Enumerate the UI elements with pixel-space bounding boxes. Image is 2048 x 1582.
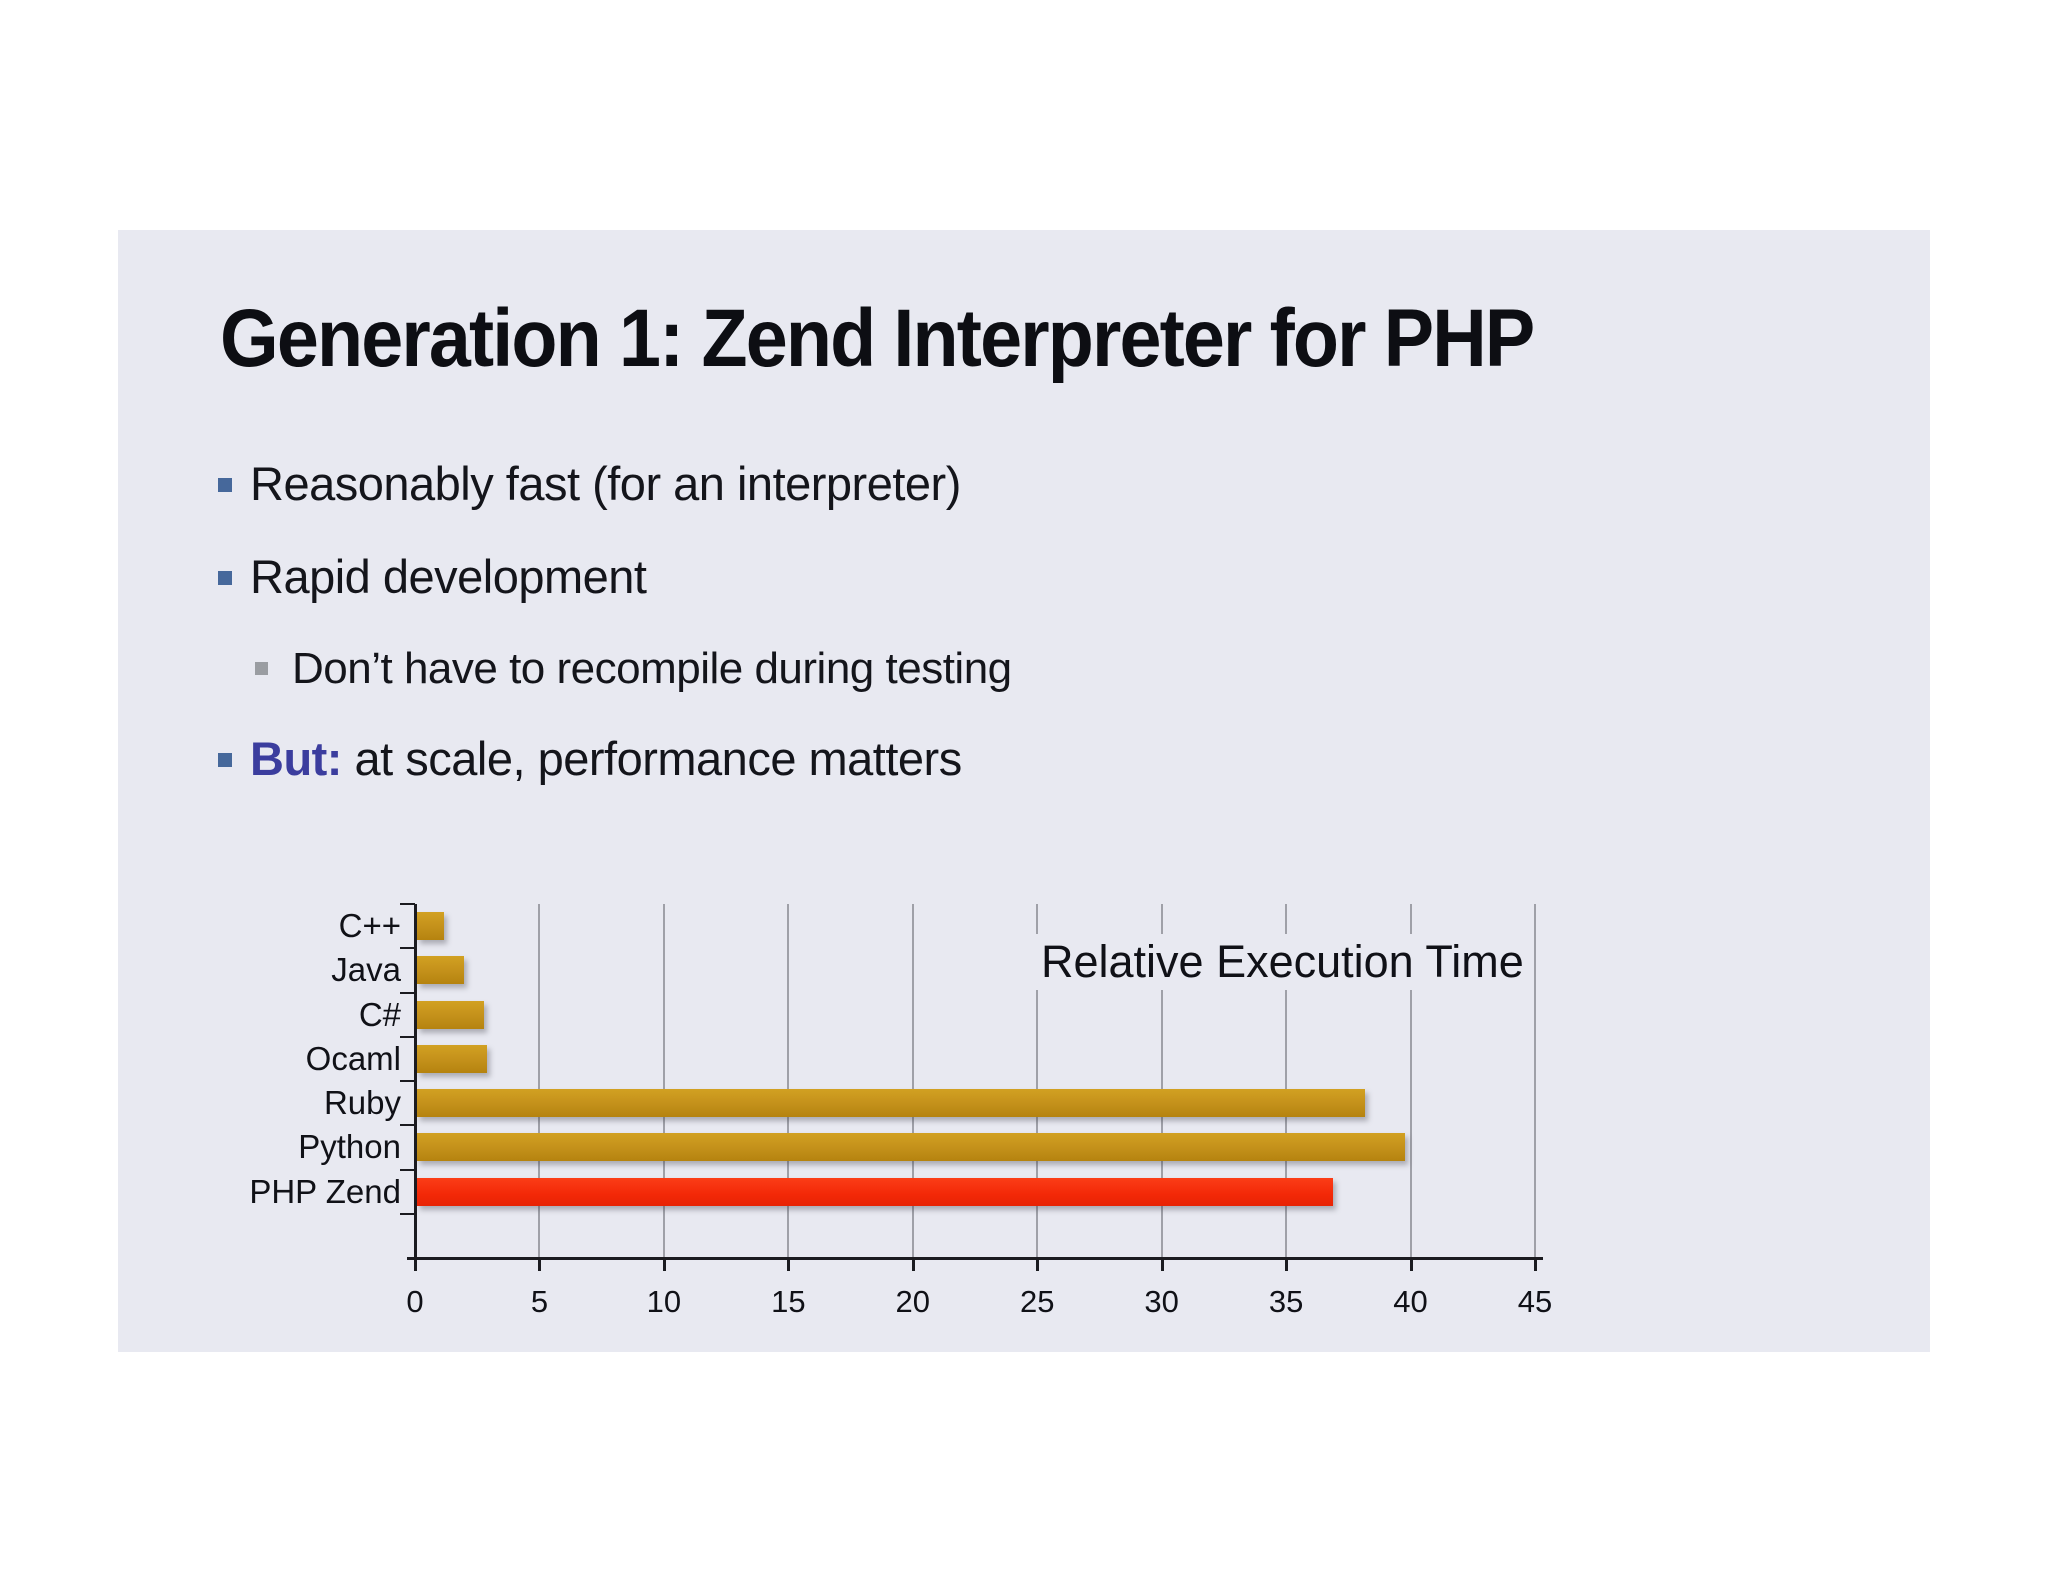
gridline	[538, 904, 541, 1258]
gridline	[1409, 904, 1412, 1258]
bullet-list: Reasonably fast (for an interpreter) Rapi…	[118, 230, 1930, 1352]
chart-plot-area: 0 5 10 15 20 25 30 35 40 45 C++ Java C# Ocaml Ruby Pyth…	[249, 903, 1552, 1319]
bullet-item: But: at scale, performance matters	[218, 730, 962, 788]
x-axis-tick	[1036, 1258, 1040, 1271]
x-axis-tick	[662, 1258, 666, 1271]
bar-c-	[417, 1000, 485, 1029]
gridline	[1160, 904, 1163, 1258]
x-axis-tick-label: 35	[1268, 1284, 1304, 1319]
gridline	[1534, 904, 1536, 1258]
bullet-text: Don’t have to recompile during testing	[292, 644, 1012, 693]
bullet-item: Rapid development	[218, 548, 647, 606]
category-label: C++	[338, 907, 401, 945]
x-axis-tick	[1160, 1258, 1164, 1271]
x-axis-tick-label: 5	[530, 1284, 549, 1319]
category-label: Ocaml	[305, 1039, 401, 1077]
x-axis-tick	[414, 1258, 417, 1271]
bar-c-	[417, 912, 445, 940]
x-axis-tick-label: 45	[1517, 1284, 1553, 1319]
x-axis-tick-label: 0	[406, 1284, 424, 1319]
x-axis-tick-label: 30	[1144, 1284, 1179, 1319]
slide-title: Generation 1: Zend Interpreter for PHP	[220, 293, 1535, 384]
bullet-square-icon	[255, 661, 268, 675]
bar-ruby	[417, 1089, 1366, 1117]
bullet-square-icon	[218, 570, 232, 585]
y-axis-tick	[400, 1035, 415, 1038]
bullet-square-icon	[218, 752, 232, 767]
y-axis-tick	[400, 1168, 415, 1171]
chart-title: Relative Execution Time	[1035, 934, 1527, 990]
x-axis-tick-label: 10	[646, 1284, 682, 1319]
y-axis-tick	[400, 947, 415, 950]
x-axis-tick-label: 15	[771, 1284, 806, 1319]
x-axis-tick-label: 40	[1393, 1284, 1428, 1319]
category-label: PHP Zend	[249, 1172, 401, 1210]
slide-canvas: Generation 1: Zend Interpreter for PHP R…	[118, 230, 1930, 1352]
x-axis-line	[407, 1257, 1543, 1260]
y-axis-line	[414, 904, 417, 1258]
bar-python	[417, 1133, 1406, 1162]
y-axis-tick	[400, 991, 415, 994]
bullet-item: Don’t have to recompile during testing	[255, 640, 1012, 698]
bar-chart: 0 5 10 15 20 25 30 35 40 45 C++ Java C# Ocaml Ruby Pyth…	[249, 903, 1552, 1319]
y-axis-tick	[400, 1212, 415, 1215]
category-label: Java	[331, 951, 401, 989]
bullet-text: at scale, performance matters	[354, 732, 963, 785]
gridline	[1285, 904, 1288, 1258]
x-axis-tick-label: 20	[895, 1284, 930, 1319]
y-axis-tick	[400, 1080, 415, 1082]
gridline	[911, 904, 914, 1258]
gridline	[1036, 904, 1039, 1258]
bar-ocaml	[417, 1044, 487, 1073]
x-axis-tick	[787, 1258, 791, 1271]
bullet-text: Rapid development	[250, 550, 647, 603]
bullet-text: Reasonably fast (for an interpreter)	[250, 457, 961, 510]
category-label: C#	[358, 995, 401, 1033]
x-axis-tick	[911, 1258, 915, 1271]
x-axis-tick	[1409, 1258, 1413, 1271]
x-axis-tick	[1534, 1258, 1537, 1271]
x-axis-tick	[1285, 1258, 1289, 1271]
bullet-emphasis-text: But:	[250, 732, 355, 785]
y-axis-tick	[400, 1124, 415, 1127]
gridline	[662, 904, 665, 1258]
category-label: Python	[298, 1128, 401, 1166]
y-axis-tick	[400, 903, 415, 905]
x-axis-tick	[538, 1258, 542, 1271]
bullet-square-icon	[218, 477, 232, 492]
category-label: Ruby	[323, 1084, 401, 1122]
gridline	[787, 904, 790, 1258]
x-axis-tick-label: 25	[1019, 1284, 1055, 1319]
bar-java	[417, 956, 465, 985]
bullet-item: Reasonably fast (for an interpreter)	[218, 455, 961, 513]
bar-php-zend	[417, 1177, 1333, 1206]
